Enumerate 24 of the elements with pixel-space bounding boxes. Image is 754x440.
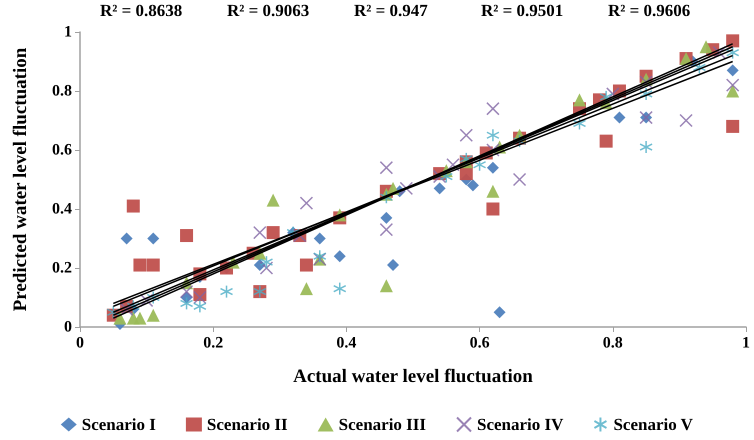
legend-label: Scenario II	[206, 415, 288, 434]
text: R² = 0.8638	[100, 1, 182, 20]
legend-label: Scenario III	[338, 415, 426, 434]
y-tick-label: 1	[64, 24, 72, 40]
y-tick-label: 0	[64, 318, 72, 336]
x-tick-label: 0	[76, 334, 84, 352]
x-tick-label: 0.2	[203, 334, 224, 352]
x-tick-label: 0.4	[336, 334, 356, 352]
x-tick-label: 0.8	[602, 334, 623, 352]
legend-label: Scenario IV	[477, 415, 564, 434]
y-tick-label: 0.4	[52, 200, 72, 218]
x-axis-title: Actual water level fluctuation	[293, 366, 534, 387]
text: R² = 0.947	[354, 1, 428, 20]
legend-label: Scenario I	[82, 415, 156, 434]
y-tick-label: 0.2	[52, 260, 72, 276]
legend-label: Scenario V	[613, 415, 694, 434]
y-axis-title: Predicted water level fluctuation	[10, 47, 31, 312]
y-tick-label: 0.8	[52, 82, 72, 100]
x-tick-label: 1	[742, 334, 750, 352]
x-tick-label: 0.6	[470, 334, 490, 352]
y-tick-label: 0.6	[52, 142, 72, 158]
text: R² = 0.9606	[608, 1, 690, 20]
text: R² = 0.9063	[227, 1, 310, 20]
text: R² = 0.9501	[481, 1, 564, 20]
